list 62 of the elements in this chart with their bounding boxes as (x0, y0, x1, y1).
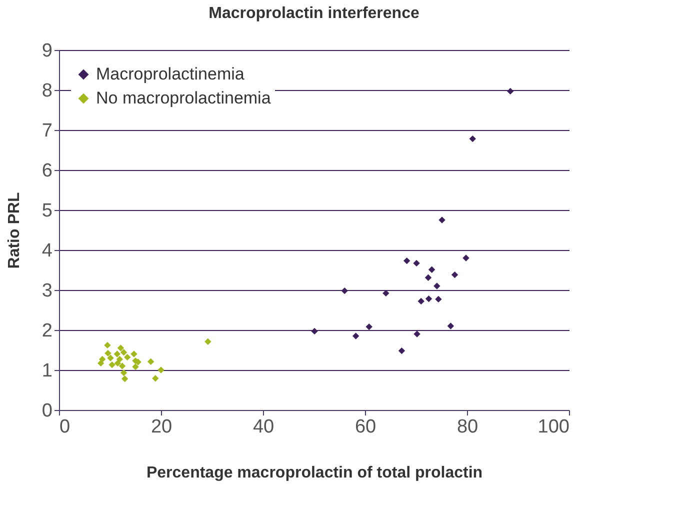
point (506, 88, 514, 95)
legend-label: No macroprolactinemia (96, 88, 272, 108)
point (352, 332, 360, 340)
point (117, 344, 124, 352)
y-tick-label: 6 (42, 160, 52, 182)
point (104, 342, 111, 349)
point (116, 356, 124, 363)
x-tick-label: 40 (252, 416, 274, 438)
point (121, 375, 128, 382)
chart-title: Macroprolactin interference (208, 5, 420, 22)
point (341, 287, 348, 294)
y-tick-label: 2 (42, 320, 52, 342)
x-tick-label: 80 (456, 416, 478, 438)
point (204, 338, 212, 345)
point (98, 356, 106, 363)
point (124, 354, 131, 361)
point (424, 274, 432, 281)
y-tick-label: 7 (42, 120, 52, 142)
point (118, 362, 126, 370)
y-axis-title: Ratio PRL (6, 192, 23, 269)
point (120, 369, 128, 376)
y-tick-label: 3 (42, 280, 52, 302)
y-tick-label: 4 (42, 240, 53, 262)
point (447, 322, 454, 330)
x-tick-label: 20 (150, 416, 172, 438)
x-tick-label: 100 (538, 416, 570, 438)
point (130, 350, 138, 358)
point (462, 254, 470, 262)
point (451, 271, 458, 278)
x-tick-label: 60 (354, 416, 376, 438)
point (120, 349, 128, 356)
y-tick-label: 1 (42, 360, 52, 382)
point (398, 347, 406, 354)
point (104, 350, 112, 357)
point (114, 350, 120, 358)
point (414, 330, 420, 338)
point (108, 361, 116, 368)
x-axis-title: Percentage macroprolactin of total prolactin (146, 464, 483, 482)
y-tick-label: 9 (42, 40, 52, 62)
point (158, 366, 164, 374)
point (311, 328, 318, 335)
point (107, 354, 114, 362)
point (147, 358, 154, 365)
point (366, 323, 372, 330)
point (114, 360, 122, 367)
point (469, 135, 476, 142)
point (425, 295, 432, 302)
y-tick-label: 0 (42, 400, 52, 422)
point (438, 216, 446, 224)
point (428, 266, 436, 273)
y-tick-label: 8 (42, 80, 52, 102)
point (418, 298, 424, 305)
x-tick-label: 0 (60, 416, 70, 438)
point (403, 257, 410, 264)
point (435, 296, 442, 303)
point (132, 363, 139, 370)
point (152, 375, 159, 382)
point (382, 290, 390, 297)
legend-label: Macroprolactinemia (96, 64, 245, 84)
point (413, 260, 420, 267)
point (434, 282, 440, 290)
y-tick-label: 5 (42, 200, 52, 222)
